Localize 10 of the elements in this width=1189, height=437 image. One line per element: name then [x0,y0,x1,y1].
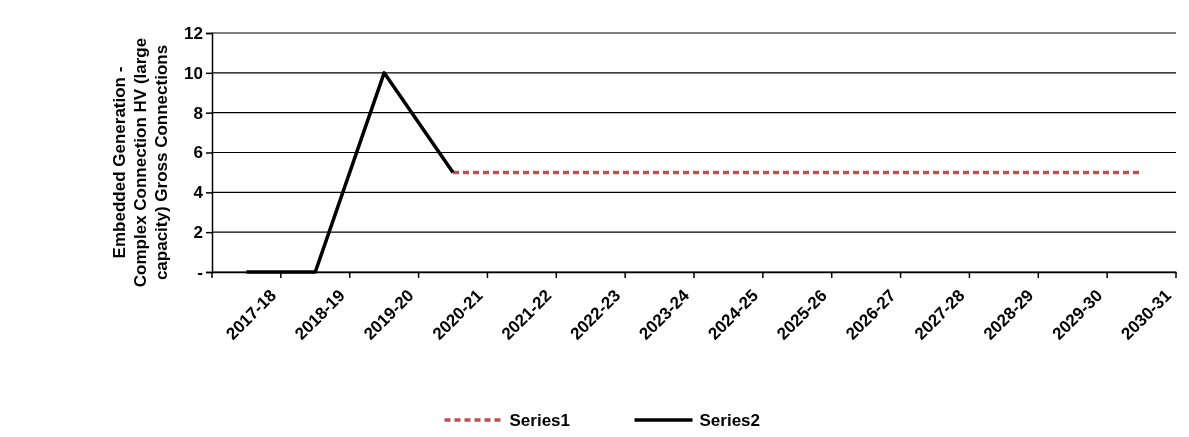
legend-label: Series2 [699,411,760,430]
y-tick-label: 10 [184,63,203,83]
y-tick-label: 2 [193,223,203,243]
y-tick-label: 8 [193,103,203,123]
y-tick-label: 6 [193,143,203,163]
y-axis-title: Embedded Generation - Complex Connection HV (large capacity) Gross Connections [110,37,171,288]
legend-label: Series1 [509,411,570,430]
y-tick-label: 12 [184,23,203,43]
y-tick-label: - [197,262,203,282]
y-tick-label: 4 [193,183,204,203]
